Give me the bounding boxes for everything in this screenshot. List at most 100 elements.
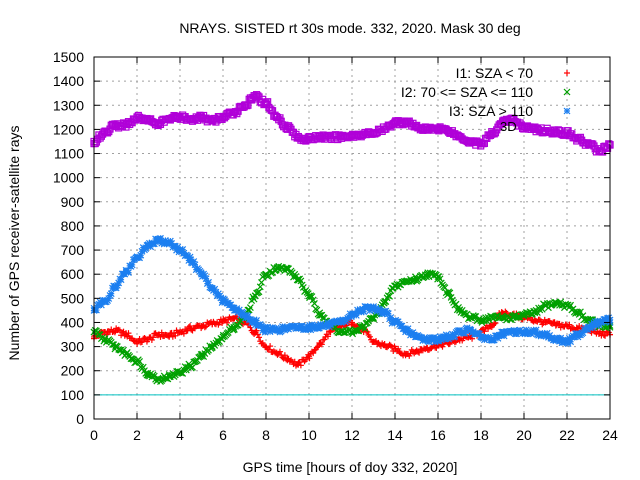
data-point-i2-70-sza-110	[315, 311, 323, 319]
y-tick-label: 900	[61, 194, 85, 210]
data-point-i1-sza-70	[566, 321, 573, 328]
data-point-i1-sza-70	[439, 343, 446, 350]
x-axis-label: GPS time [hours of doy 332, 2020]	[243, 459, 458, 475]
x-tick-label: 10	[301, 427, 317, 443]
data-point-i2-70-sza-110	[543, 300, 551, 308]
x-tick-label: 22	[559, 427, 575, 443]
y-tick-label: 1200	[53, 121, 84, 137]
data-point-i3-sza-110	[451, 333, 459, 340]
legend-label-3: I3: SZA > 110	[449, 103, 533, 119]
data-point-i2-70-sza-110	[136, 357, 143, 365]
data-point-i1-sza-70	[491, 320, 498, 327]
data-point-i1-sza-70	[310, 350, 317, 357]
x-tick-label: 4	[176, 427, 184, 443]
data-point-i1-sza-70	[306, 355, 313, 362]
y-tick-label: 700	[61, 242, 85, 258]
y-tick-label: 1000	[53, 170, 84, 186]
data-point-i2-70-sza-110	[386, 292, 393, 300]
data-point-i2-70-sza-110	[246, 304, 254, 312]
data-point-i2-70-sza-110	[189, 363, 196, 371]
data-point-i1-sza-70	[381, 341, 388, 348]
y-tick-label: 300	[61, 339, 85, 355]
series-3-trace	[90, 234, 614, 348]
y-tick-label: 200	[61, 363, 85, 379]
series-1-trace	[91, 308, 613, 369]
data-point-i1-sza-70	[187, 322, 194, 329]
data-point-i1-sza-70	[141, 335, 148, 342]
series-4	[90, 91, 614, 156]
data-point-i1-sza-70	[600, 332, 607, 339]
legend-label-2: I2: 70 <= SZA <= 110	[401, 84, 533, 100]
data-point-i3d	[233, 110, 241, 118]
data-point-i1-sza-70	[134, 340, 141, 347]
x-tick-label: 20	[516, 427, 532, 443]
data-point-i3d	[605, 140, 613, 148]
data-point-i2-70-sza-110	[382, 298, 390, 306]
x-tick-label: 6	[219, 427, 227, 443]
data-point-i2-70-sza-110	[352, 327, 360, 335]
x-tick-label: 18	[473, 427, 489, 443]
legend-label-1: I1: SZA < 70	[456, 65, 534, 81]
data-point-i1-sza-70	[366, 333, 373, 340]
data-point-i1-sza-70	[318, 341, 325, 348]
data-point-i1-sza-70	[267, 343, 274, 350]
axis-ticks: 0100200300400500600700800900100011001200…	[53, 49, 618, 443]
y-axis-label: Number of GPS receiver-satellite rays	[6, 126, 22, 361]
data-point-i3-sza-110	[107, 290, 115, 298]
data-point-i1-sza-70	[315, 343, 322, 350]
y-tick-label: 600	[61, 266, 85, 282]
y-tick-label: 500	[61, 290, 85, 306]
legend-marker-2	[563, 88, 571, 96]
data-point-i1-sza-70	[172, 332, 179, 339]
x-tick-label: 2	[133, 427, 141, 443]
data-point-i1-sza-70	[276, 348, 283, 355]
series-3	[90, 234, 614, 348]
data-point-i1-sza-70	[588, 329, 595, 336]
data-point-i1-sza-70	[485, 325, 492, 332]
y-tick-label: 100	[61, 387, 85, 403]
data-point-i1-sza-70	[110, 328, 117, 335]
y-tick-label: 1100	[54, 146, 84, 162]
data-point-i1-sza-70	[324, 333, 331, 340]
data-point-i3-sza-110	[567, 338, 575, 346]
data-point-i1-sza-70	[115, 326, 122, 333]
data-point-i2-70-sza-110	[381, 298, 389, 305]
data-point-i1-sza-70	[281, 352, 288, 359]
x-tick-label: 14	[387, 427, 403, 443]
data-point-i1-sza-70	[321, 336, 328, 343]
data-point-i2-70-sza-110	[258, 279, 265, 286]
legend: I1: SZA < 70 I2: 70 <= SZA <= 110 I3: SZA …	[401, 65, 571, 119]
data-point-i1-sza-70	[313, 344, 320, 351]
legend-marker-1	[564, 70, 570, 76]
data-point-i3-sza-110	[117, 276, 125, 284]
data-point-i1-sza-70	[125, 330, 132, 337]
y-tick-label: 800	[61, 218, 85, 234]
data-point-i1-sza-70	[254, 331, 261, 338]
data-point-i2-70-sza-110	[255, 288, 263, 296]
data-point-i2-70-sza-110	[361, 325, 369, 332]
y-tick-label: 1300	[53, 97, 84, 113]
x-tick-label: 16	[430, 427, 446, 443]
series-4-trace	[90, 91, 614, 156]
data-point-i1-sza-70	[395, 345, 402, 352]
data-point-i3-sza-110	[171, 242, 179, 250]
data-point-i1-sza-70	[224, 319, 231, 326]
data-point-i3-sza-110	[205, 278, 212, 286]
data-point-i2-70-sza-110	[577, 308, 584, 316]
data-point-i2-70-sza-110	[336, 327, 344, 335]
data-point-i2-70-sza-110	[311, 300, 318, 307]
y-tick-label: 1500	[53, 49, 84, 65]
data-point-i1-sza-70	[251, 330, 258, 337]
data-points	[90, 91, 614, 385]
data-point-i1-sza-70	[297, 362, 304, 369]
data-point-i1-sza-70	[256, 334, 263, 341]
data-point-i1-sza-70	[602, 332, 609, 339]
data-point-i1-sza-70	[364, 328, 371, 335]
data-point-i1-sza-70	[201, 324, 208, 331]
data-point-i2-70-sza-110	[436, 275, 444, 283]
y-tick-label: 0	[76, 411, 84, 427]
data-point-i1-sza-70	[158, 329, 165, 336]
data-point-i1-sza-70	[317, 340, 324, 347]
